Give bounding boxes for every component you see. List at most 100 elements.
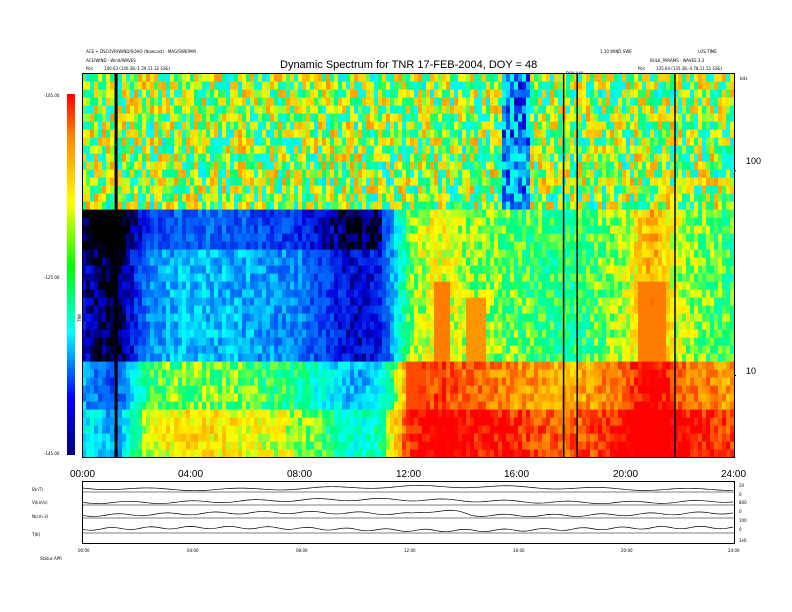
spectrogram-cell [430,73,435,82]
spectrogram-cell [214,193,219,202]
spectrogram-cell [242,193,247,202]
spectrogram-cell [258,305,263,314]
spectrogram-cell [422,97,427,106]
spectrogram-cell [262,433,267,442]
spectrogram-cell [82,265,87,274]
spectrogram-cell [482,89,487,98]
spectrogram-cell [454,265,459,274]
spectrogram-cell [438,89,443,98]
spectrogram-cell [226,361,231,370]
spectrogram-cell [186,225,191,234]
spectrogram-cell [418,161,423,170]
spectrogram-cell [154,393,159,402]
spectrogram-cell [410,281,415,290]
spectrogram-cell [226,441,231,450]
spectrogram-cell [230,89,235,98]
spectrogram-cell [326,225,331,234]
spectrogram-cell [162,217,167,226]
spectrogram-cell [142,409,147,418]
spectrogram-cell [90,81,95,90]
spectrogram-cell [214,241,219,250]
spectrogram-cell [186,401,191,410]
spectrogram-cell [242,297,247,306]
spectrogram-cell [242,305,247,314]
spectrogram-cell [458,265,463,274]
spectrogram-cell [234,313,239,322]
spectrogram-cell [110,97,115,106]
spectrogram-cell [338,241,343,250]
spectrogram-cell [270,121,275,130]
spectrogram-cell [122,137,127,146]
spectrogram-cell [142,73,147,82]
spectrogram-cell [270,265,275,274]
spectrogram-cell [206,97,211,106]
spectrogram-cell [322,393,327,402]
spectrogram-cell [138,401,143,410]
spectrogram-cell [430,185,435,194]
spectrogram-cell [266,193,271,202]
spectrogram-cell [354,145,359,154]
spectrogram-cell [310,105,315,114]
spectrogram-cell [158,321,163,330]
spectrogram-cell [286,337,291,346]
spectrogram-cell [326,441,331,450]
spectrogram-cell [294,153,299,162]
spectrogram-cell [350,393,355,402]
spectrogram-cell [482,377,487,386]
spectrogram-cell [262,113,267,122]
spectrogram-cell [150,385,155,394]
spectrogram-cell [474,289,479,298]
spectrogram-cell [218,81,223,90]
spectrogram-cell [334,441,339,450]
spectrogram-cell [190,161,195,170]
spectrogram-cell [274,233,279,242]
spectrogram-cell [158,89,163,98]
spectrogram-cell [202,425,207,434]
spectrogram-cell [418,265,423,274]
spectrogram-cell [410,129,415,138]
spectrogram-cell [322,121,327,130]
spectrogram-cell [102,297,107,306]
spectrogram-cell [262,73,267,82]
spectrogram-cell [338,185,343,194]
spectrogram-cell [250,233,255,242]
spectrogram-cell [394,105,399,114]
spectrogram-cell [222,433,227,442]
spectrogram-cell [270,89,275,98]
spectrogram-cell [102,241,107,250]
spectrogram-cell [210,281,215,290]
spectrogram-cell [398,209,403,218]
spectrogram-cell [398,337,403,346]
spectrogram-cell [390,281,395,290]
spectrogram-cell [466,401,471,410]
spectrogram-cell [426,377,431,386]
spectrogram-cell [202,241,207,250]
spectrogram-cell [158,361,163,370]
spectrogram-cell [150,97,155,106]
spectrogram-cell [166,217,171,226]
spectrogram-cell [426,449,431,458]
spectrogram-cell [406,73,411,82]
spectrogram-cell [418,225,423,234]
spectrogram-cell [362,377,367,386]
spectrogram-cell [258,185,263,194]
spectrogram-cell [118,225,123,234]
spectrogram-cell [198,273,203,282]
spectrogram-cell [110,321,115,330]
spectrogram-cell [490,401,495,410]
spectrogram-cell [274,193,279,202]
spectrogram-cell [190,233,195,242]
spectrogram-cell [410,361,415,370]
colorbar-tick-mid: -125.00 [44,275,60,280]
spectrogram-cell [250,329,255,338]
spectrogram-cell [178,377,183,386]
spectrogram-cell [446,161,451,170]
spectrogram-cell [342,329,347,338]
spectrogram-cell [170,297,175,306]
spectrogram-cell [178,417,183,426]
spectrogram-cell [474,97,479,106]
spectrogram-cell [266,305,271,314]
spectrogram-cell [278,305,283,314]
spectrogram-cell [306,105,311,114]
spectrogram-cell [310,313,315,322]
